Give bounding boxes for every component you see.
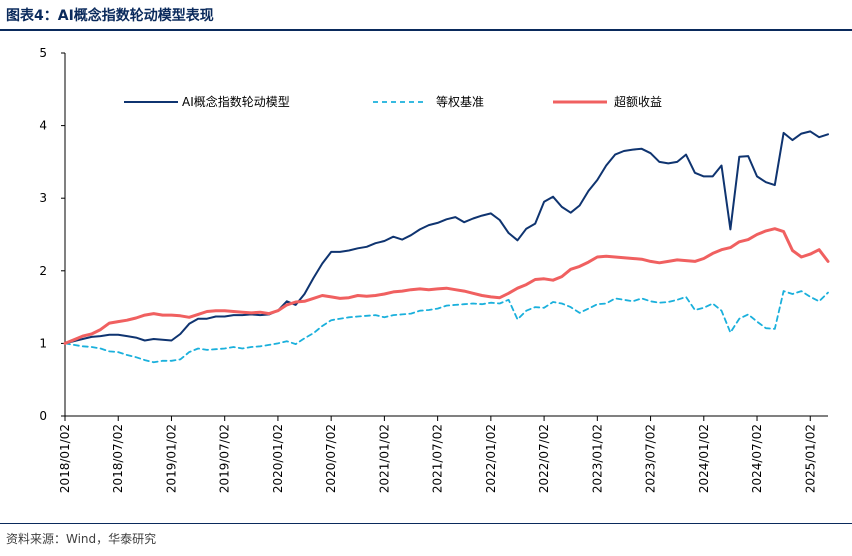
y-tick-label: 0 xyxy=(39,409,47,423)
legend-label-2: 超额收益 xyxy=(614,94,662,109)
x-tick-label: 2022/07/02 xyxy=(537,424,551,493)
legend-label-0: AI概念指数轮动模型 xyxy=(182,94,290,109)
series-line-0 xyxy=(64,130,829,345)
chart-legend: AI概念指数轮动模型 等权基准 超额收益 xyxy=(124,94,662,109)
series-lines xyxy=(63,130,830,364)
series-line-1 xyxy=(64,290,829,364)
x-tick-label: 2024/07/02 xyxy=(750,424,764,493)
chart-axes xyxy=(64,53,828,417)
x-tick-label: 2019/01/02 xyxy=(164,424,178,493)
title-divider xyxy=(0,29,852,31)
y-tick-label: 4 xyxy=(39,119,47,133)
x-tick-label: 2022/01/02 xyxy=(484,424,498,493)
x-tick-label: 2020/01/02 xyxy=(271,424,285,493)
x-tick-label: 2023/01/02 xyxy=(590,424,604,493)
x-axis-ticks: 2018/01/02 2018/07/02 2019/01/02 2019/07/02… xyxy=(58,416,817,493)
y-tick-label: 1 xyxy=(39,336,47,350)
figure-title: 图表4：AI概念指数轮动模型表现 xyxy=(6,8,214,24)
x-tick-label: 2019/07/02 xyxy=(218,424,232,493)
legend-label-1: 等权基准 xyxy=(436,95,484,109)
x-tick-label: 2020/07/02 xyxy=(324,424,338,493)
y-axis-ticks: 0 1 2 3 4 5 xyxy=(39,46,65,423)
x-tick-label: 2021/07/02 xyxy=(431,424,445,493)
y-tick-label: 2 xyxy=(39,264,47,278)
y-tick-label: 5 xyxy=(39,46,47,60)
y-tick-label: 3 xyxy=(39,191,47,205)
x-tick-label: 2018/07/02 xyxy=(111,424,125,493)
x-tick-label: 2021/01/02 xyxy=(377,424,391,493)
x-tick-label: 2018/01/02 xyxy=(58,424,72,493)
x-tick-label: 2023/07/02 xyxy=(644,424,658,493)
series-line-2 xyxy=(63,227,830,345)
source-note: 资料来源：Wind，华泰研究 xyxy=(6,532,157,546)
x-tick-label: 2025/01/02 xyxy=(803,424,817,493)
footer-divider xyxy=(0,523,852,524)
x-tick-label: 2024/01/02 xyxy=(697,424,711,493)
